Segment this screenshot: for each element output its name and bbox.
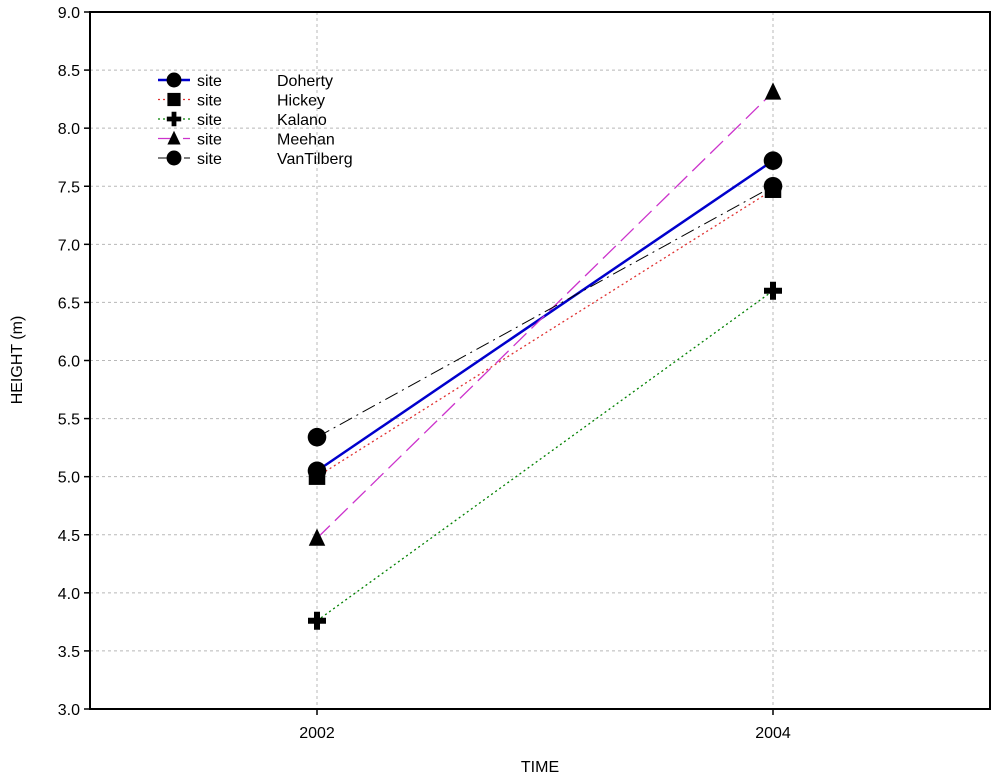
legend-label-prefix: site [197,112,222,129]
y-tick-label: 8.5 [58,63,80,80]
y-tick-label: 5.5 [58,412,80,429]
series-line-meehan [316,91,774,539]
y-tick-label: 8.0 [58,121,80,138]
data-point-vantilberg [763,176,783,196]
series-line-doherty [316,159,774,472]
x-axis-label: TIME [521,759,559,776]
y-tick-label: 7.5 [58,179,80,196]
y-tick-label: 3.5 [58,644,80,661]
legend-item-hickey: site Hickey [158,93,325,110]
plot-frame [89,11,991,710]
series-lines [316,91,774,622]
data-point-hickey [308,468,326,485]
legend-marker [166,150,182,166]
legend-label-prefix: site [197,132,222,149]
data-point-kalano [308,611,326,630]
series-line-hickey [316,189,774,478]
series-markers [307,82,783,630]
y-tick-label: 4.5 [58,528,80,545]
y-tick-label: 3.0 [58,702,80,719]
y-tick-label: 7.0 [58,237,80,254]
y-tick-label: 9.0 [58,5,80,22]
legend-marker [166,72,182,88]
y-axis-ticks: 3.0 3.5 4.0 4.5 5.0 5.5 6.0 6.5 7.0 7.5 8.0 8.5 9.0 [58,5,90,719]
legend-label-site: Hickey [277,93,325,110]
legend-label-site: VanTilberg [277,151,353,168]
grid-lines [90,12,990,709]
data-point-vantilberg [307,427,327,447]
legend-label-site: Kalano [277,112,327,129]
legend-label-prefix: site [197,93,222,110]
y-tick-label: 4.0 [58,586,80,603]
legend-marker [167,130,181,145]
data-point-meehan [764,82,782,100]
data-point-doherty [763,151,783,170]
x-tick-label: 2002 [299,725,335,742]
legend-marker [167,92,181,107]
legend-label-prefix: site [197,151,222,168]
legend-marker [166,111,182,127]
series-line-kalano [316,290,774,622]
legend-item-kalano: site Kalano [158,111,327,129]
x-axis-ticks: 2002 2004 [299,709,791,742]
legend-label-prefix: site [197,73,222,90]
legend: site Doherty site Hickey site Kalano site Meeha… [158,72,353,168]
legend-label-site: Doherty [277,73,333,90]
series-line-vantilberg [316,185,774,438]
legend-item-vantilberg: site VanTilberg [158,150,353,168]
legend-label-site: Meehan [277,132,335,149]
y-tick-label: 5.0 [58,470,80,487]
y-axis-label: HEIGHT (m) [9,316,26,405]
y-tick-label: 6.0 [58,354,80,371]
x-tick-label: 2004 [755,725,791,742]
data-point-kalano [764,281,782,300]
legend-item-meehan: site Meehan [158,130,335,149]
y-tick-label: 6.5 [58,295,80,312]
data-point-meehan [308,528,326,546]
legend-item-doherty: site Doherty [158,72,333,90]
